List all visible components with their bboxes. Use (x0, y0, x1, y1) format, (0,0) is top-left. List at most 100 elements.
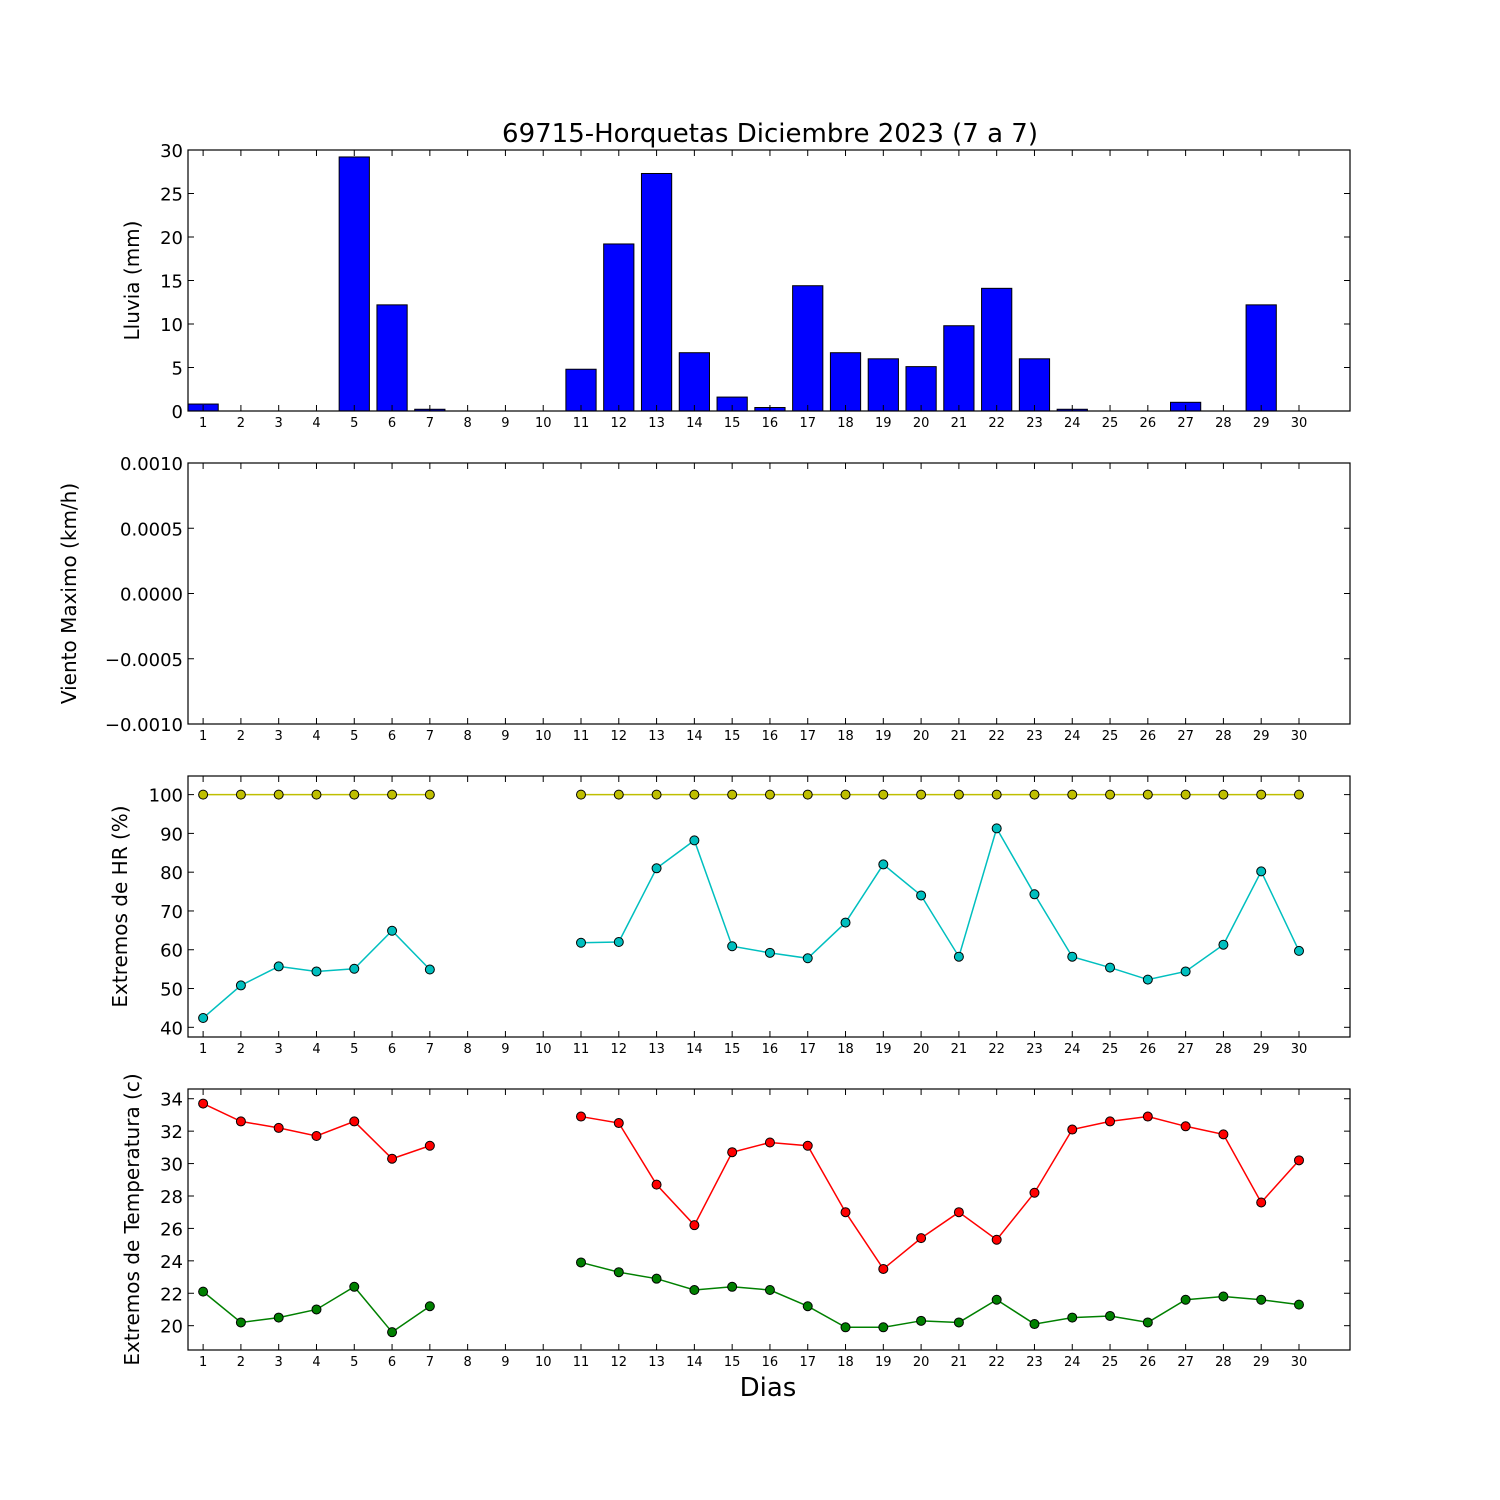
x-tick-label: 10 (535, 1355, 552, 1370)
x-tick-label: 4 (312, 729, 320, 744)
temperature-point (576, 1111, 586, 1122)
x-tick-label: 16 (762, 729, 779, 744)
y-tick-label: 15 (160, 272, 183, 293)
humidity-line (580, 826, 1300, 981)
humidity-point (349, 789, 360, 800)
y-tick-label: 0 (172, 402, 183, 423)
humidity-point (311, 789, 322, 800)
humidity-point (1180, 789, 1191, 800)
x-tick-label: 23 (1026, 416, 1043, 431)
temperature-point (727, 1147, 738, 1158)
x-tick-label: 30 (1291, 729, 1308, 744)
x-tick-label: 22 (988, 1355, 1005, 1370)
rain-bar (603, 243, 635, 412)
x-tick-label: 18 (837, 416, 854, 431)
humidity-point (991, 789, 1002, 800)
x-tick-label: 29 (1253, 416, 1270, 431)
x-tick-label: 4 (312, 416, 320, 431)
temperature-point (764, 1137, 775, 1148)
x-tick-label: 24 (1064, 416, 1081, 431)
humidity-point (764, 789, 775, 800)
x-tick-label: 22 (988, 1042, 1005, 1057)
y-tick-label: 34 (160, 1090, 183, 1111)
temperature-point (198, 1098, 209, 1109)
humidity-point (1105, 962, 1116, 973)
humidity-point (1142, 789, 1153, 800)
temperature-point (198, 1286, 209, 1297)
humidity-point (1218, 939, 1229, 950)
x-tick-label: 6 (388, 729, 396, 744)
x-tick-label: 3 (275, 416, 283, 431)
temperature-point (1105, 1310, 1116, 1321)
x-tick-label: 21 (951, 1355, 968, 1370)
temperature-point (387, 1327, 398, 1338)
temperature-point (1180, 1121, 1191, 1132)
x-tick-label: 28 (1215, 416, 1232, 431)
temperature-point (349, 1281, 360, 1292)
x-tick-label: 14 (686, 1355, 703, 1370)
y-tick-label: 28 (160, 1187, 183, 1208)
y-tick-label: 50 (160, 980, 183, 1001)
x-tick-label: 13 (648, 729, 665, 744)
humidity-point (198, 789, 209, 800)
humidity-point (991, 823, 1002, 834)
y-tick-label: 20 (160, 228, 183, 249)
y-tick-label: 30 (160, 141, 183, 162)
y-tick-label: 70 (160, 902, 183, 923)
temperature-point (689, 1220, 700, 1231)
x-tick-label: 29 (1253, 1042, 1270, 1057)
humidity-point (1067, 951, 1078, 962)
x-tick-label: 17 (799, 1355, 816, 1370)
y-axis-label: Lluvia (mm) (120, 221, 144, 341)
temperature-point (689, 1285, 700, 1296)
x-tick-label: 24 (1064, 1355, 1081, 1370)
x-tick-label: 4 (312, 1355, 320, 1370)
x-tick-label: 17 (799, 1042, 816, 1057)
humidity-point (424, 789, 435, 800)
x-tick-label: 8 (463, 729, 471, 744)
rain-bar (1018, 358, 1051, 412)
humidity-point (613, 936, 624, 947)
temperature-point (1293, 1155, 1304, 1166)
temperature-point (235, 1317, 246, 1328)
humidity-point (878, 789, 889, 800)
humidity-point (689, 789, 700, 800)
x-tick-label: 20 (913, 1042, 930, 1057)
humidity-point (311, 966, 322, 977)
x-tick-label: 14 (686, 1042, 703, 1057)
x-tick-label: 3 (275, 1042, 283, 1057)
humidity-point (273, 789, 284, 800)
x-tick-label: 28 (1215, 1042, 1232, 1057)
temperature-point (991, 1294, 1002, 1305)
x-tick-label: 6 (388, 416, 396, 431)
y-axis-label: Extremos de Temperatura (c) (120, 1073, 144, 1365)
x-tick-label: 14 (686, 729, 703, 744)
x-tick-label: 11 (573, 416, 590, 431)
x-tick-label: 8 (463, 416, 471, 431)
humidity-point (689, 835, 700, 846)
temperature-point (1180, 1294, 1191, 1305)
y-tick-label: −0.0010 (105, 715, 183, 736)
y-axis-label: Extremos de HR (%) (108, 805, 132, 1007)
humidity-point (424, 964, 435, 975)
temperature-point (840, 1322, 851, 1333)
x-tick-label: 8 (463, 1042, 471, 1057)
x-tick-label: 16 (762, 416, 779, 431)
x-tick-label: 24 (1064, 1042, 1081, 1057)
x-tick-label: 8 (463, 1355, 471, 1370)
x-tick-label: 10 (535, 729, 552, 744)
y-tick-label: 0.0010 (120, 454, 183, 475)
humidity-point (727, 789, 738, 800)
x-tick-label: 11 (573, 1042, 590, 1057)
temperature-point (1067, 1312, 1078, 1323)
humidity-point (1142, 974, 1153, 985)
x-tick-label: 2 (237, 1042, 245, 1057)
x-tick-label: 4 (312, 1042, 320, 1057)
x-tick-label: 14 (686, 416, 703, 431)
temperature-point (651, 1179, 662, 1190)
x-tick-label: 26 (1140, 1042, 1157, 1057)
x-tick-label: 27 (1177, 1355, 1194, 1370)
temperature-point (387, 1153, 398, 1164)
